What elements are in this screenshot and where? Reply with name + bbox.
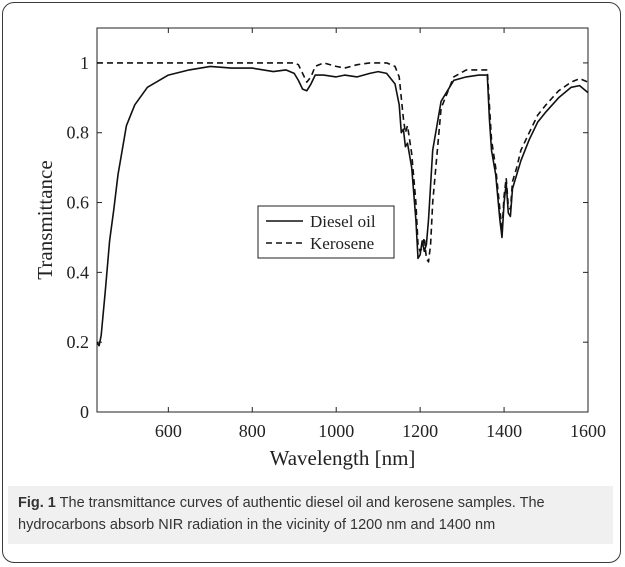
axis-ticks: 600 800 1000 1200 1400 1600 0 0.2 0.4 0.6 0.8 1 [67, 28, 606, 441]
x-axis-label: Wavelength [nm] [270, 446, 416, 470]
x-tick-label: 800 [239, 421, 266, 441]
transmittance-chart: 600 800 1000 1200 1400 1600 0 0.2 0.4 0.6 0.8 1 Die… [33, 27, 606, 470]
x-tick-label: 1600 [570, 421, 606, 441]
plot-area [96, 27, 589, 413]
legend-label: Diesel oil [310, 212, 376, 231]
series-line-kerosene [97, 62, 589, 263]
legend-label: Kerosene [310, 234, 374, 253]
y-tick-label: 0.8 [67, 123, 90, 143]
y-tick-label: 1 [80, 53, 89, 73]
x-tick-label: 600 [155, 421, 182, 441]
y-tick-label: 0.4 [67, 262, 90, 282]
legend: Diesel oil Kerosene [257, 205, 395, 259]
caption-text: The transmittance curves of authentic di… [18, 495, 545, 533]
y-tick-label: 0 [80, 402, 89, 422]
caption-label: Fig. 1 [18, 495, 56, 511]
legend-box [257, 205, 395, 259]
y-tick-label: 0.6 [67, 193, 90, 213]
x-tick-label: 1400 [486, 421, 522, 441]
y-tick-label: 0.2 [67, 332, 90, 352]
x-tick-label: 1000 [318, 421, 354, 441]
series-layer [96, 62, 589, 347]
x-tick-label: 1200 [402, 421, 438, 441]
y-axis-label: Transmittance [33, 160, 57, 279]
figure-frame [2, 2, 621, 563]
figure-caption: Fig. 1 The transmittance curves of authe… [8, 486, 613, 544]
